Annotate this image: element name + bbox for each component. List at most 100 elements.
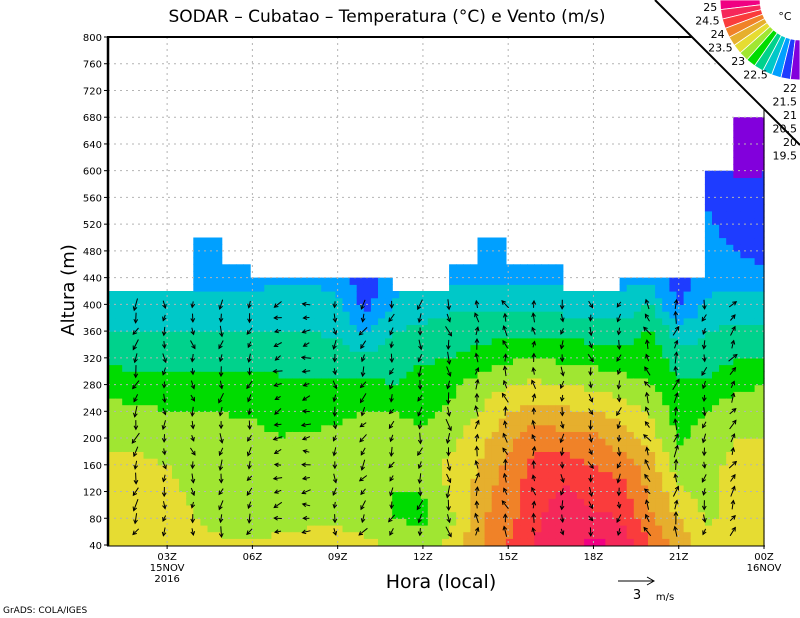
temperature-cell xyxy=(420,317,429,325)
temperature-cell xyxy=(704,210,713,219)
temperature-cell xyxy=(534,317,542,325)
temperature-cell xyxy=(505,458,514,466)
temperature-cell xyxy=(299,451,308,459)
temperature-cell xyxy=(449,297,457,305)
temperature-cell xyxy=(754,458,763,466)
temperature-cell xyxy=(442,351,450,359)
temperature-cell xyxy=(420,337,429,346)
temperature-cell xyxy=(704,284,713,292)
wind-arrow-head xyxy=(247,397,252,403)
temperature-cell xyxy=(463,411,471,419)
temperature-cell xyxy=(164,538,173,546)
temperature-cell xyxy=(555,464,564,473)
temperature-cell xyxy=(307,518,315,526)
wind-arrow-head xyxy=(559,463,565,469)
temperature-cell xyxy=(271,364,280,372)
temperature-cell xyxy=(562,458,571,466)
temperature-cell xyxy=(562,331,571,339)
temperature-cell xyxy=(143,304,152,312)
temperature-cell xyxy=(513,291,521,299)
wind-arrow-shaft xyxy=(360,393,367,403)
temperature-cell xyxy=(285,444,294,452)
temperature-cell xyxy=(172,351,180,359)
temperature-cell xyxy=(484,317,493,325)
wind-arrow-shaft xyxy=(273,436,283,440)
wind-arrow-head xyxy=(588,450,593,456)
wind-arrow-shaft xyxy=(618,447,621,456)
temperature-cell xyxy=(413,478,422,486)
temperature-cell xyxy=(179,524,187,533)
wind-arrow xyxy=(133,460,138,470)
temperature-cell xyxy=(164,518,173,526)
temperature-cell xyxy=(434,471,443,479)
wind-arrow-head xyxy=(674,485,679,491)
temperature-cell xyxy=(172,397,180,406)
temperature-cell xyxy=(605,397,614,406)
temperature-cell xyxy=(676,384,685,392)
temperature-cell xyxy=(200,344,209,352)
temperature-cell xyxy=(434,484,443,493)
temperature-cell xyxy=(349,498,358,506)
temperature-cell xyxy=(449,377,457,386)
wind-arrow-head xyxy=(247,370,252,376)
wind-arrow-head xyxy=(474,352,479,358)
temperature-cell xyxy=(505,337,514,346)
temperature-cell xyxy=(683,404,692,412)
temperature-cell xyxy=(292,404,301,412)
temperature-cell xyxy=(321,357,329,366)
temperature-cell xyxy=(214,471,223,479)
temperature-cell xyxy=(555,471,564,479)
temperature-cell xyxy=(378,351,386,359)
temperature-cell xyxy=(498,237,507,245)
temperature-cell xyxy=(143,538,152,546)
temperature-cell xyxy=(598,324,606,332)
temperature-cell xyxy=(584,444,592,452)
wind-arrow xyxy=(503,487,508,495)
wind-arrow-head xyxy=(133,452,138,458)
wind-arrow-head xyxy=(302,382,308,387)
wind-arrow-shaft xyxy=(445,326,452,337)
temperature-cell xyxy=(335,364,344,372)
temperature-cell xyxy=(683,284,692,292)
temperature-cell xyxy=(321,371,329,379)
temperature-cell xyxy=(321,317,329,325)
temperature-cell xyxy=(207,538,216,546)
wind-arrow xyxy=(190,420,196,430)
temperature-cell xyxy=(328,484,336,493)
temperature-cell xyxy=(697,317,706,325)
temperature-cell xyxy=(420,324,429,332)
temperature-cell xyxy=(129,478,137,486)
temperature-cell xyxy=(662,438,670,446)
temperature-cell xyxy=(193,518,201,526)
temperature-cell xyxy=(406,371,415,379)
temperature-cell xyxy=(655,384,663,392)
temperature-cell xyxy=(243,324,251,332)
temperature-cell xyxy=(285,391,294,399)
wind-arrow-head xyxy=(300,422,306,428)
temperature-cell xyxy=(719,498,727,506)
temperature-cell xyxy=(108,297,116,305)
temperature-cell xyxy=(498,478,507,486)
temperature-cell xyxy=(399,518,407,526)
temperature-cell xyxy=(626,357,635,366)
temperature-cell xyxy=(228,337,237,346)
temperature-cell xyxy=(761,397,765,406)
temperature-cell xyxy=(150,464,159,473)
temperature-cell xyxy=(342,377,351,386)
temperature-cell xyxy=(328,538,336,546)
temperature-cell xyxy=(214,291,223,299)
temperature-cell xyxy=(250,311,258,319)
temperature-cell xyxy=(321,277,329,285)
wind-arrow xyxy=(132,487,139,497)
temperature-cell xyxy=(463,531,471,539)
temperature-cell xyxy=(285,364,294,372)
temperature-cell xyxy=(513,411,521,419)
temperature-cell xyxy=(356,484,365,493)
temperature-cell xyxy=(470,324,479,332)
temperature-cell xyxy=(520,438,528,446)
temperature-cell xyxy=(747,224,756,232)
temperature-cell xyxy=(456,471,464,479)
wind-arrow-head xyxy=(446,478,452,484)
temperature-cell xyxy=(591,317,599,325)
wind-arrow-head xyxy=(247,504,252,510)
